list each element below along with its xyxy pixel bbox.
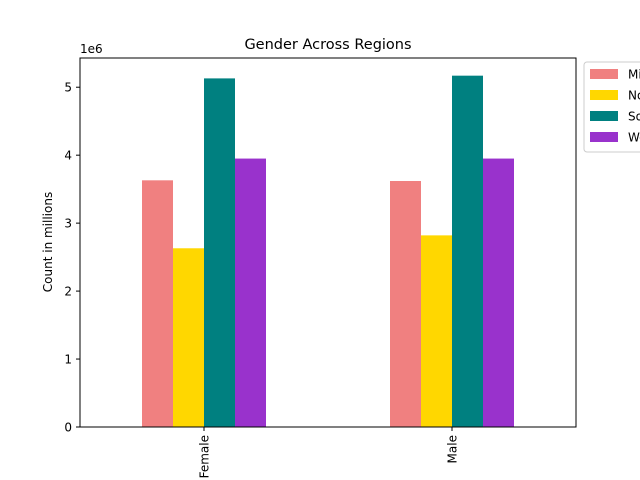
- bars-group: [142, 75, 514, 428]
- y-tick-label: 3: [64, 217, 72, 231]
- bar-midwest-female: [142, 180, 173, 427]
- legend-label: Northeast: [628, 89, 640, 103]
- bar-northeast-male: [421, 235, 452, 427]
- chart-title: Gender Across Regions: [244, 37, 411, 53]
- x-tick-label: Female: [198, 435, 212, 478]
- y-axis-offset-text: 1e6: [80, 42, 103, 56]
- bar-west-female: [235, 158, 266, 427]
- bar-south-male: [452, 75, 483, 428]
- legend-label: Midwest: [628, 68, 640, 82]
- bar-midwest-male: [390, 181, 421, 427]
- legend-swatch: [590, 90, 618, 100]
- plot-frame: [79, 57, 577, 428]
- x-tick-label: Male: [446, 435, 460, 463]
- legend-frame: [583, 61, 640, 153]
- bar-west-male: [483, 158, 514, 427]
- legend: Midwest Northeast South West: [583, 61, 640, 153]
- legend-label: South: [628, 110, 640, 124]
- y-tick-label: 0: [64, 421, 72, 435]
- y-tick-label: 2: [64, 285, 72, 299]
- y-tick-label: 5: [64, 81, 72, 95]
- legend-swatch: [590, 69, 618, 79]
- legend-label: West: [628, 131, 640, 145]
- y-axis-label: Count in millions: [41, 192, 55, 292]
- y-tick-label: 1: [64, 353, 72, 367]
- y-axis: 0 1 2 3 4 5: [64, 81, 80, 435]
- x-axis: Female Male: [198, 427, 460, 478]
- bar-south-female: [204, 78, 235, 427]
- bar-northeast-female: [173, 248, 204, 427]
- y-tick-label: 4: [64, 149, 72, 163]
- legend-swatch: [590, 132, 618, 142]
- legend-swatch: [590, 111, 618, 121]
